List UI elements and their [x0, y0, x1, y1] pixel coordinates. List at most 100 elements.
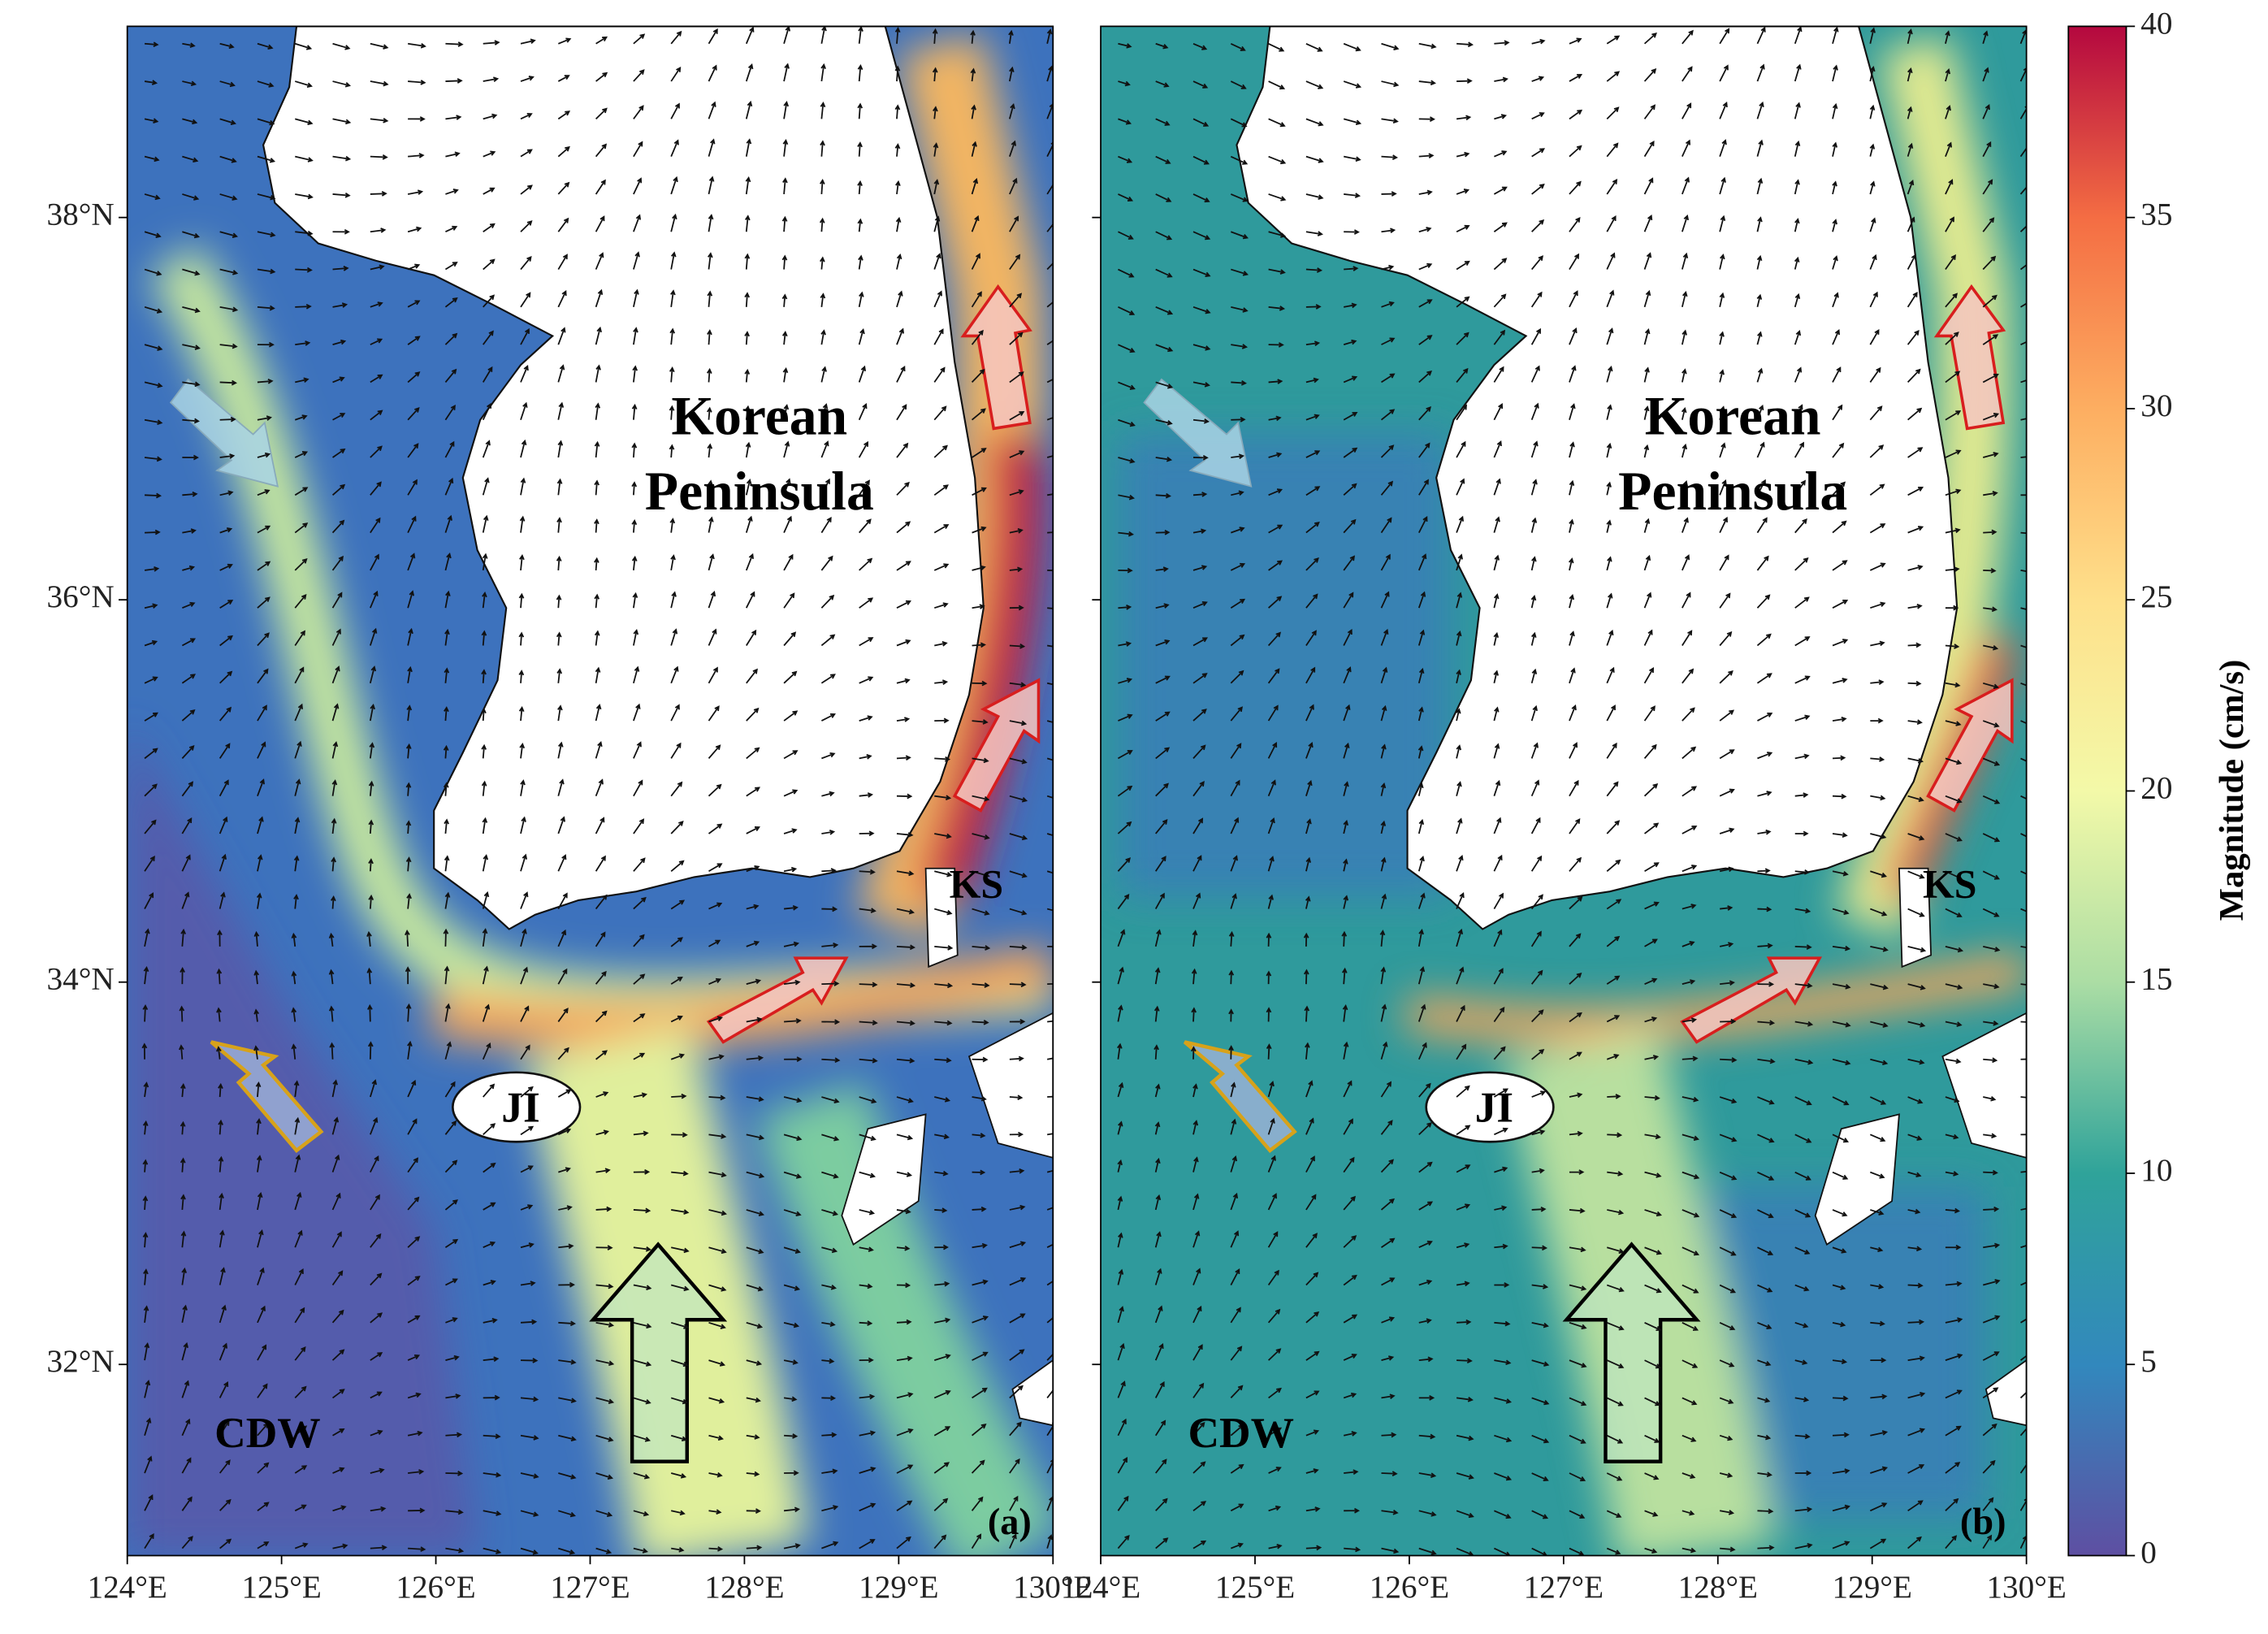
- flow-vector: [520, 1281, 536, 1286]
- flow-vector: [1907, 870, 1925, 879]
- flow-vector: [294, 1307, 305, 1324]
- flow-vector: [1456, 151, 1470, 158]
- flow-vector: [1719, 709, 1735, 722]
- flow-vector: [933, 106, 938, 119]
- flow-vector: [557, 217, 569, 232]
- flow-vector: [1305, 1468, 1319, 1474]
- flow-vector: [1117, 1268, 1124, 1285]
- flow-vector: [144, 155, 160, 163]
- flow-vector: [1682, 630, 1693, 646]
- flow-vector: [1720, 1018, 1737, 1025]
- flow-vector: [1794, 293, 1801, 308]
- flow-vector: [144, 639, 158, 647]
- flow-vector: [783, 670, 798, 684]
- flow-vector: [1606, 859, 1621, 872]
- flow-vector: [670, 1053, 686, 1060]
- flow-vector: [1343, 118, 1362, 125]
- flow-vector: [1606, 519, 1612, 533]
- flow-vector: [370, 553, 379, 571]
- flow-vector: [2019, 263, 2027, 271]
- flow-vector: [972, 945, 991, 951]
- flow-vector: [972, 719, 989, 725]
- flow-vector: [219, 1267, 226, 1285]
- flow-vector: [1343, 592, 1354, 609]
- flow-vector: [444, 297, 458, 308]
- flow-vector: [1305, 742, 1314, 759]
- flow-vector: [896, 442, 909, 458]
- flow-vector: [1305, 593, 1318, 609]
- flow-vector: [746, 1171, 765, 1179]
- flow-vector: [971, 1533, 982, 1549]
- flow-vector: [182, 306, 201, 314]
- x-tick-label: 125°E: [1215, 1570, 1295, 1605]
- flow-vector: [670, 289, 676, 307]
- flow-vector: [708, 214, 714, 232]
- flow-vector: [1344, 229, 1360, 235]
- flow-vector: [595, 1547, 612, 1554]
- flow-vector: [1046, 1280, 1054, 1286]
- flow-vector: [858, 365, 867, 383]
- flow-vector: [1231, 490, 1244, 496]
- flow-vector: [253, 930, 260, 947]
- flow-vector: [1794, 256, 1800, 270]
- flow-vector: [2020, 1096, 2027, 1099]
- flow-vector: [1794, 675, 1811, 684]
- flow-vector: [257, 668, 269, 684]
- flow-vector: [1494, 1510, 1512, 1519]
- flow-vector: [1870, 1171, 1885, 1179]
- flow-vector: [1832, 1321, 1846, 1328]
- flow-vector: [746, 787, 760, 797]
- flow-vector: [1945, 1244, 1962, 1250]
- flow-vector: [1982, 1534, 1993, 1549]
- flow-vector: [332, 302, 348, 308]
- flow-vector: [1794, 102, 1801, 119]
- flow-vector: [781, 293, 788, 307]
- flow-vector: [895, 216, 902, 232]
- flow-vector: [1493, 706, 1500, 722]
- flow-vector: [407, 515, 417, 533]
- flow-vector: [708, 823, 723, 834]
- flow-vector: [1644, 977, 1658, 985]
- flow-vector: [1381, 154, 1399, 160]
- flow-vector: [481, 630, 487, 646]
- flow-vector: [746, 826, 760, 834]
- flow-vector: [1493, 1088, 1508, 1098]
- flow-vector: [1493, 186, 1508, 195]
- flow-vector: [520, 256, 532, 271]
- flow-vector: [331, 1192, 341, 1211]
- flow-vector: [820, 516, 832, 534]
- flow-vector: [182, 491, 198, 497]
- flow-vector: [1569, 1321, 1587, 1330]
- flow-vector: [1380, 1198, 1395, 1211]
- flow-vector: [1682, 668, 1695, 684]
- flow-vector: [557, 401, 565, 420]
- flow-vector: [1303, 969, 1309, 985]
- flow-vector: [444, 628, 450, 646]
- flow-vector: [2020, 418, 2027, 421]
- flow-vector: [520, 966, 529, 985]
- flow-vector: [219, 1192, 224, 1211]
- flow-vector: [670, 937, 683, 947]
- flow-vector: [708, 176, 715, 195]
- flow-vector: [444, 404, 456, 421]
- flow-vector: [633, 1472, 651, 1480]
- flow-vector: [331, 519, 345, 534]
- flow-vector: [1945, 293, 1958, 308]
- flow-vector: [744, 292, 751, 307]
- flow-vector: [144, 381, 163, 388]
- flow-vector: [783, 1284, 801, 1291]
- flow-vector: [257, 378, 274, 384]
- flow-vector: [745, 441, 751, 458]
- flow-vector: [1945, 371, 1961, 384]
- flow-vector: [328, 969, 335, 985]
- flow-vector: [1009, 1094, 1024, 1101]
- flow-vector: [483, 330, 494, 345]
- flow-vector: [972, 680, 988, 687]
- flow-vector: [408, 80, 426, 85]
- flow-vector: [520, 477, 526, 496]
- flow-vector: [1456, 515, 1465, 533]
- flow-vector: [1832, 180, 1837, 195]
- flow-vector: [1682, 1055, 1699, 1062]
- flow-vector: [1380, 893, 1387, 909]
- flow-vector: [633, 818, 645, 834]
